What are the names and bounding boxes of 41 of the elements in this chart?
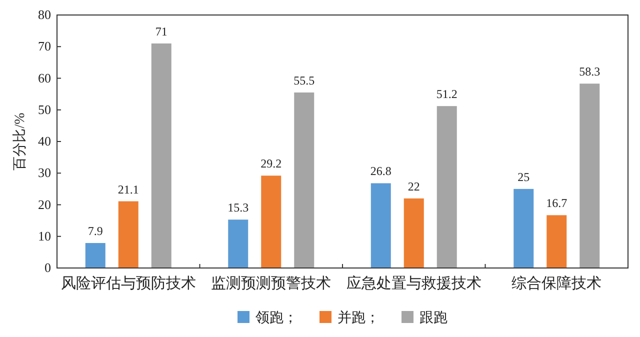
bar: [261, 176, 282, 268]
bar: [514, 188, 534, 268]
bar: [580, 84, 600, 268]
bar: [85, 243, 106, 268]
data-label: 58.3: [579, 64, 600, 79]
x-tick-label: 综合保障技术: [512, 275, 602, 292]
y-tick-label: 50: [38, 102, 51, 117]
y-tick-label: 30: [38, 165, 51, 180]
x-tick-label: 风险评估与预防技术: [60, 275, 196, 292]
data-label: 22: [408, 179, 420, 194]
data-label: 21.1: [118, 182, 139, 196]
bar: [370, 183, 391, 268]
x-tick-label: 应急处置与救援技术: [346, 275, 482, 292]
y-axis-title: 百分比/%: [12, 112, 28, 170]
bar: [404, 198, 424, 268]
data-label: 71: [155, 24, 168, 38]
y-tick-label: 10: [38, 228, 51, 244]
data-label: 25: [518, 170, 530, 184]
y-tick-label: 0: [44, 260, 51, 275]
bar: [151, 43, 172, 268]
legend-label: 领跑；: [256, 310, 298, 326]
data-label: 26.8: [370, 164, 392, 178]
x-tick-label: 监测预测预警技术: [211, 275, 332, 292]
bar: [294, 92, 314, 268]
data-label: 15.3: [228, 200, 249, 215]
y-tick-label: 20: [38, 196, 51, 212]
bar: [118, 201, 138, 268]
y-tick-label: 40: [38, 134, 51, 148]
y-tick-label: 60: [38, 70, 51, 86]
legend-label: 并跑；: [338, 310, 380, 326]
data-label: 16.7: [546, 196, 568, 210]
data-label: 55.5: [294, 73, 315, 88]
y-tick-label: 70: [38, 38, 51, 54]
y-tick-label: 80: [38, 7, 51, 22]
data-label: 51.2: [436, 87, 458, 102]
data-label: 7.9: [88, 224, 103, 238]
legend-label: 跟跑: [420, 310, 448, 326]
data-label: 29.2: [260, 156, 282, 171]
bar: [546, 215, 567, 268]
bar: [228, 220, 248, 268]
bar: [436, 106, 457, 268]
